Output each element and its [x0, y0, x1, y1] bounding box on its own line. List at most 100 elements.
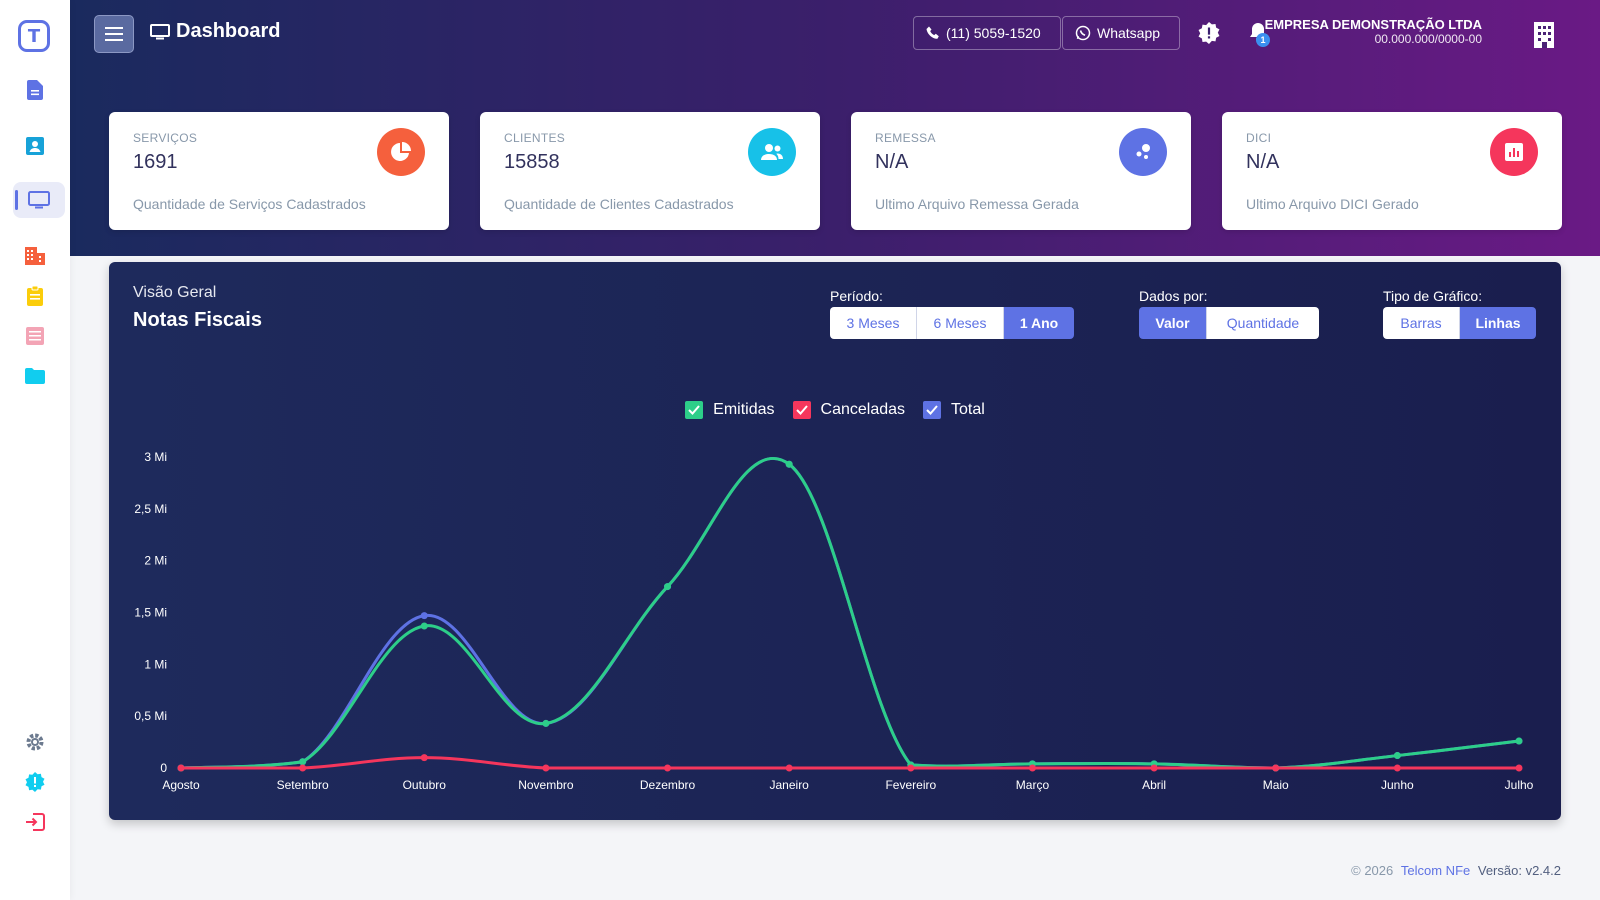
card-title: CLIENTES — [504, 131, 566, 145]
chart-type-label: Tipo de Gráfico: — [1383, 288, 1483, 304]
users-icon — [761, 144, 783, 160]
phone-button[interactable]: (11) 5059-1520 — [913, 16, 1061, 50]
legend-item-emitidas[interactable]: Emitidas — [685, 401, 775, 419]
chart-type-barras-button[interactable]: Barras — [1383, 307, 1460, 339]
period-button-group: 3 Meses 6 Meses 1 Ano — [830, 307, 1074, 339]
x-tick-label: Março — [1016, 778, 1050, 792]
y-tick-label: 0 — [160, 761, 167, 775]
legend-item-canceladas[interactable]: Canceladas — [792, 401, 905, 419]
card-icon-circle — [1490, 128, 1538, 176]
card-value: 15858 — [504, 151, 560, 173]
period-label: Período: — [830, 288, 883, 304]
data-by-button-group: Valor Quantidade — [1139, 307, 1319, 339]
data-point-canceladas — [420, 754, 428, 762]
x-tick-label: Abril — [1142, 778, 1166, 792]
period-1-ano-button[interactable]: 1 Ano — [1004, 307, 1074, 339]
x-tick-label: Janeiro — [770, 778, 810, 792]
card-icon-circle — [1119, 128, 1167, 176]
chart-type-linhas-button[interactable]: Linhas — [1460, 307, 1536, 339]
stat-card-dici: DICI N/A Ultimo Arquivo DICI Gerado — [1222, 112, 1562, 230]
menu-toggle-button[interactable] — [94, 15, 134, 53]
card-description: Ultimo Arquivo Remessa Gerada — [875, 196, 1079, 212]
y-tick-label: 0,5 Mi — [134, 709, 167, 723]
gear-icon — [26, 733, 44, 751]
sidebar-item-clients[interactable] — [0, 128, 70, 164]
card-description: Quantidade de Clientes Cadastrados — [504, 196, 734, 212]
data-point-emitidas — [299, 758, 307, 766]
x-tick-label: Agosto — [162, 778, 200, 792]
data-point-canceladas — [542, 764, 550, 772]
data-point-emitidas — [542, 719, 550, 727]
checkbox-checked-icon — [792, 401, 811, 419]
card-value: N/A — [1246, 151, 1280, 173]
data-point-canceladas — [1393, 764, 1401, 772]
stat-card-servicos: SERVIÇOS 1691 Quantidade de Serviços Cad… — [109, 112, 449, 230]
x-tick-label: Maio — [1263, 778, 1289, 792]
period-6-meses-button[interactable]: 6 Meses — [917, 307, 1004, 339]
sidebar-item-logout[interactable] — [0, 804, 70, 840]
sidebar-item-companies[interactable] — [0, 238, 70, 274]
footer-version: Versão: v2.4.2 — [1477, 863, 1561, 878]
footer-brand-link[interactable]: Telcom NFe — [1400, 863, 1471, 878]
data-quantidade-button[interactable]: Quantidade — [1207, 307, 1319, 339]
series-line-total — [180, 456, 1520, 770]
building-icon — [25, 247, 45, 265]
data-by-label: Dados por: — [1139, 288, 1208, 304]
card-title: SERVIÇOS — [133, 131, 198, 145]
panel-title: Notas Fiscais — [133, 309, 262, 331]
data-point-canceladas — [785, 764, 793, 772]
data-point-emitidas — [785, 460, 793, 468]
folder-icon — [25, 368, 45, 384]
line-chart: 0 0,5 Mi 1 Mi 1,5 Mi 2 Mi 2,5 Mi 3 Mi Agosto Set… — [134, 450, 1533, 792]
sidebar-item-files[interactable] — [0, 358, 70, 394]
alert-badge-icon[interactable] — [1198, 22, 1220, 44]
sidebar-item-settings[interactable] — [0, 724, 70, 760]
document-icon — [27, 80, 43, 100]
building-icon[interactable] — [1530, 20, 1558, 48]
sidebar-item-alerts[interactable] — [0, 764, 70, 800]
whatsapp-button[interactable]: Whatsapp — [1062, 16, 1180, 50]
data-point-canceladas — [664, 764, 672, 772]
logout-icon — [26, 813, 45, 831]
data-point-canceladas — [177, 764, 185, 772]
legend-item-total[interactable]: Total — [923, 401, 985, 419]
app-logo[interactable]: T — [18, 20, 50, 52]
bar-chart-icon — [1505, 143, 1523, 161]
checkbox-checked-icon — [923, 401, 942, 419]
legend-label: Emitidas — [713, 401, 775, 418]
sidebar-item-dashboard[interactable] — [13, 182, 65, 218]
sidebar-item-documents[interactable] — [0, 72, 70, 108]
series-line-canceladas — [181, 756, 1519, 770]
pie-chart-icon — [391, 142, 411, 161]
data-point-canceladas — [1150, 764, 1158, 772]
period-3-meses-button[interactable]: 3 Meses — [830, 307, 917, 339]
y-tick-label: 3 Mi — [144, 450, 167, 464]
card-description: Ultimo Arquivo DICI Gerado — [1246, 196, 1419, 212]
x-tick-label: Fevereiro — [885, 778, 936, 792]
data-valor-button[interactable]: Valor — [1139, 307, 1207, 339]
whatsapp-icon — [1075, 25, 1091, 41]
hamburger-icon — [105, 25, 123, 43]
contact-card-icon — [26, 137, 44, 155]
clipboard-icon — [27, 286, 43, 306]
card-value: 1691 — [133, 151, 178, 173]
checkbox-checked-icon — [685, 401, 704, 419]
legend-label: Total — [951, 401, 985, 418]
sidebar: T — [0, 0, 70, 900]
data-point-emitidas — [1393, 752, 1401, 760]
phone-icon — [926, 26, 939, 39]
y-tick-label: 2 Mi — [144, 554, 167, 568]
list-icon — [26, 327, 44, 345]
card-icon-circle — [748, 128, 796, 176]
card-title: REMESSA — [875, 131, 936, 145]
sidebar-item-lists[interactable] — [0, 318, 70, 354]
x-tick-label: Outubro — [403, 778, 447, 792]
invoice-chart-panel: Visão Geral Notas Fiscais Período: 3 Mes… — [109, 262, 1561, 820]
monitor-icon — [150, 23, 170, 39]
alert-badge-icon — [25, 772, 45, 792]
stat-card-remessa: REMESSA N/A Ultimo Arquivo Remessa Gerad… — [851, 112, 1191, 230]
page-title-text: Dashboard — [176, 20, 281, 42]
card-description: Quantidade de Serviços Cadastrados — [133, 196, 366, 212]
sidebar-item-reports[interactable] — [0, 278, 70, 314]
data-point-canceladas — [1272, 764, 1280, 772]
